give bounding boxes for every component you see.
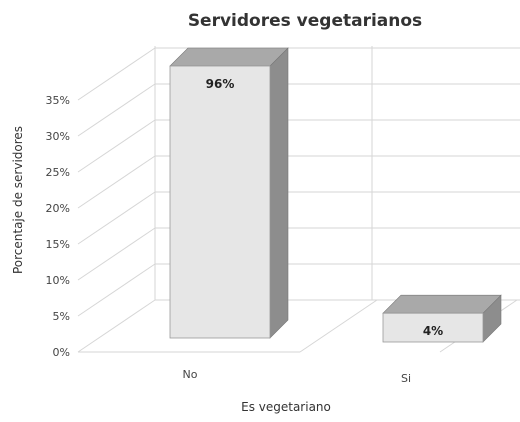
y-tick-label: 0% bbox=[53, 346, 70, 359]
gridline-side bbox=[77, 263, 156, 317]
bar-top-face bbox=[382, 294, 502, 314]
labels: 0% 5% 10% 15% 20% 25% 30% 35% 96% No 4% Si bbox=[46, 77, 444, 385]
y-tick-label: 35% bbox=[46, 94, 70, 107]
bars bbox=[169, 47, 502, 343]
x-tick-label: No bbox=[183, 368, 198, 381]
bar-top-face bbox=[169, 47, 289, 67]
y-tick-label: 30% bbox=[46, 130, 70, 143]
floor-divider bbox=[299, 299, 378, 353]
gridline-side bbox=[77, 83, 156, 137]
gridline-side bbox=[77, 191, 156, 245]
data-label: 4% bbox=[423, 324, 443, 338]
y-tick-label: 5% bbox=[53, 310, 70, 323]
data-label: 96% bbox=[206, 77, 235, 91]
y-tick-label: 25% bbox=[46, 166, 70, 179]
bar-side-face bbox=[269, 47, 289, 339]
y-tick-label: 20% bbox=[46, 202, 70, 215]
gridline-side bbox=[77, 119, 156, 173]
y-axis-title: Porcentaje de servidores bbox=[11, 126, 25, 274]
x-axis-title: Es vegetariano bbox=[241, 400, 331, 414]
gridline-side bbox=[77, 47, 156, 101]
bar-front-face bbox=[169, 65, 271, 339]
bar-si bbox=[382, 294, 502, 343]
gridline-side bbox=[77, 299, 156, 353]
bar-front-face bbox=[382, 312, 484, 343]
bar-no bbox=[169, 47, 289, 339]
y-tick-label: 10% bbox=[46, 274, 70, 287]
gridline-side bbox=[77, 155, 156, 209]
y-tick-label: 15% bbox=[46, 238, 70, 251]
x-tick-label: Si bbox=[401, 372, 411, 385]
chart-title: Servidores vegetarianos bbox=[188, 11, 422, 31]
gridline-side bbox=[77, 227, 156, 281]
